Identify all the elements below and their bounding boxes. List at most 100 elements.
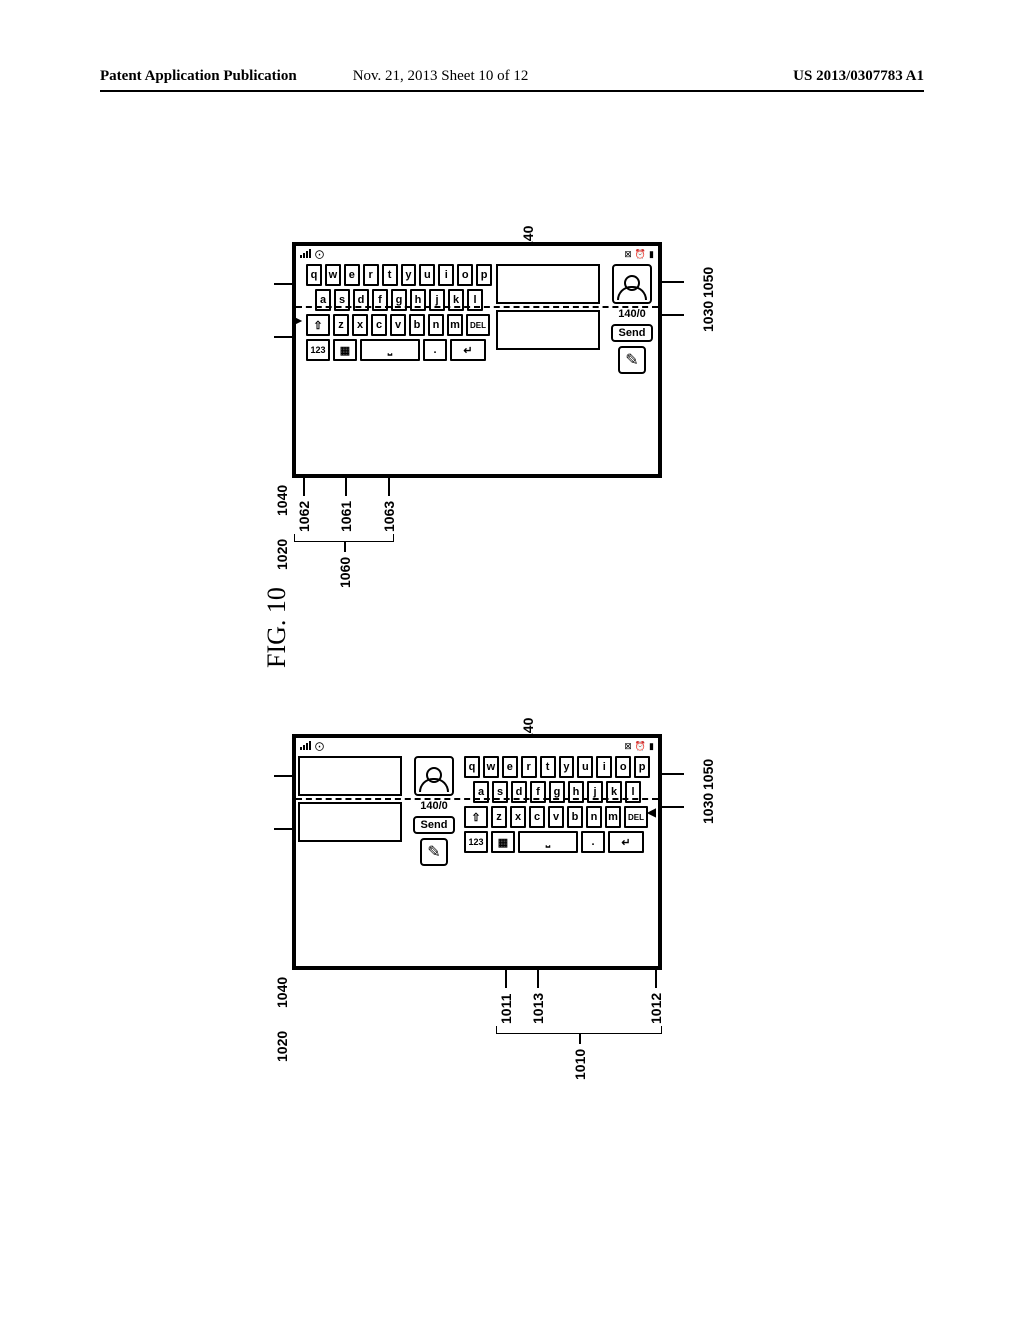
key-t[interactable]: t: [382, 264, 398, 286]
keyboard-area-right: ▼ q w e r t y u i o p: [296, 262, 494, 474]
figure-area: <1001> 140 ⨀ ⊠ ⏰ ▮ 140/0 Send: [0, 0, 1024, 1320]
send-button[interactable]: Send: [413, 816, 456, 834]
ref-1063: 1063: [381, 501, 397, 532]
draw-button[interactable]: [618, 346, 646, 374]
key-i[interactable]: i: [438, 264, 454, 286]
key-shift[interactable]: ⇧: [464, 806, 488, 828]
app-body: 140/0 Send q w e r t y u: [296, 754, 658, 966]
signal-icon: [300, 741, 311, 752]
lead-1020-l: [274, 828, 296, 830]
key-q[interactable]: q: [464, 756, 480, 778]
lead-1050-r: [662, 281, 684, 283]
lead-1030-l: [662, 806, 684, 808]
key-w[interactable]: w: [483, 756, 499, 778]
draw-button[interactable]: [420, 838, 448, 866]
key-o[interactable]: o: [615, 756, 631, 778]
ref-1040-r: 1040: [274, 485, 290, 516]
key-v[interactable]: v: [390, 314, 406, 336]
key-z[interactable]: z: [333, 314, 349, 336]
wifi-icon: ⨀: [315, 741, 324, 752]
key-x[interactable]: x: [352, 314, 368, 336]
key-c[interactable]: c: [371, 314, 387, 336]
ref-1010: 1010: [572, 1049, 588, 1080]
key-o[interactable]: o: [457, 264, 473, 286]
key-punct[interactable]: .: [581, 831, 605, 853]
key-m[interactable]: m: [447, 314, 463, 336]
key-123[interactable]: 123: [306, 339, 330, 361]
key-v[interactable]: v: [548, 806, 564, 828]
key-p[interactable]: p: [634, 756, 650, 778]
key-q[interactable]: q: [306, 264, 322, 286]
key-space[interactable]: ⎵: [518, 831, 578, 853]
send-button[interactable]: Send: [611, 324, 654, 342]
key-enter[interactable]: ↵: [450, 339, 486, 361]
key-e[interactable]: e: [502, 756, 518, 778]
lead-1013: [537, 970, 539, 988]
keyboard: q w e r t y u i o p a: [306, 264, 492, 361]
wifi-icon: ⨀: [315, 249, 324, 260]
key-shift[interactable]: ⇧: [306, 314, 330, 336]
lead-1011: [505, 970, 507, 988]
battery-icon: ▮: [649, 741, 654, 752]
text-input[interactable]: [298, 802, 402, 842]
signal-icon: [300, 249, 311, 260]
key-123[interactable]: 123: [464, 831, 488, 853]
contact-avatar[interactable]: [414, 756, 454, 796]
ref-1020-r: 1020: [274, 539, 290, 570]
key-x[interactable]: x: [510, 806, 526, 828]
contact-input[interactable]: [298, 756, 402, 796]
lead-1060: [344, 542, 346, 552]
key-r[interactable]: r: [363, 264, 379, 286]
key-u[interactable]: u: [577, 756, 593, 778]
key-enter[interactable]: ↵: [608, 831, 644, 853]
key-b[interactable]: b: [409, 314, 425, 336]
lead-1012: [655, 970, 657, 988]
key-punct[interactable]: .: [423, 339, 447, 361]
lead-1050-l: [662, 773, 684, 775]
key-i[interactable]: i: [596, 756, 612, 778]
key-w[interactable]: w: [325, 264, 341, 286]
ref-1020-l: 1020: [274, 1031, 290, 1062]
key-r[interactable]: r: [521, 756, 537, 778]
divider-right: [296, 306, 658, 308]
ref-1050-l: 1050: [700, 759, 716, 790]
ref-1050-r: 1050: [700, 267, 716, 298]
key-n[interactable]: n: [586, 806, 602, 828]
char-counter: 140/0: [618, 308, 646, 320]
key-z[interactable]: z: [491, 806, 507, 828]
key-b[interactable]: b: [567, 806, 583, 828]
lead-1040-l: [274, 775, 296, 777]
lead-1061: [345, 478, 347, 496]
status-bar: ⨀ ⊠ ⏰ ▮: [296, 738, 658, 754]
key-mode[interactable]: ▦: [491, 831, 515, 853]
lead-1020-r: [274, 336, 296, 338]
contact-avatar[interactable]: [612, 264, 652, 304]
key-u[interactable]: u: [419, 264, 435, 286]
key-c[interactable]: c: [529, 806, 545, 828]
device-right: ⨀ ⊠ ⏰ ▮ ▼ q w e r t y: [292, 242, 662, 478]
key-m[interactable]: m: [605, 806, 621, 828]
lead-1030-r: [662, 314, 684, 316]
ref-1061: 1061: [338, 501, 354, 532]
key-e[interactable]: e: [344, 264, 360, 286]
text-input[interactable]: [496, 310, 600, 350]
key-mode[interactable]: ▦: [333, 339, 357, 361]
key-y[interactable]: y: [559, 756, 575, 778]
vibrate-icon: ⊠: [624, 249, 632, 260]
keyboard: q w e r t y u i o p a: [464, 756, 650, 853]
lead-1040-r: [274, 283, 296, 285]
key-y[interactable]: y: [401, 264, 417, 286]
move-left-icon: ▲: [643, 805, 661, 821]
battery-icon: ▮: [649, 249, 654, 260]
lead-1063: [388, 478, 390, 496]
key-t[interactable]: t: [540, 756, 556, 778]
device-left: ⨀ ⊠ ⏰ ▮ 140/0 Send: [292, 734, 662, 970]
vibrate-icon: ⊠: [624, 741, 632, 752]
contact-input[interactable]: [496, 264, 600, 304]
brace-1060: [294, 534, 394, 542]
key-n[interactable]: n: [428, 314, 444, 336]
keyboard-area-left: q w e r t y u i o p a: [462, 754, 656, 966]
key-p[interactable]: p: [476, 264, 492, 286]
key-del[interactable]: DEL: [466, 314, 490, 336]
key-space[interactable]: ⎵: [360, 339, 420, 361]
